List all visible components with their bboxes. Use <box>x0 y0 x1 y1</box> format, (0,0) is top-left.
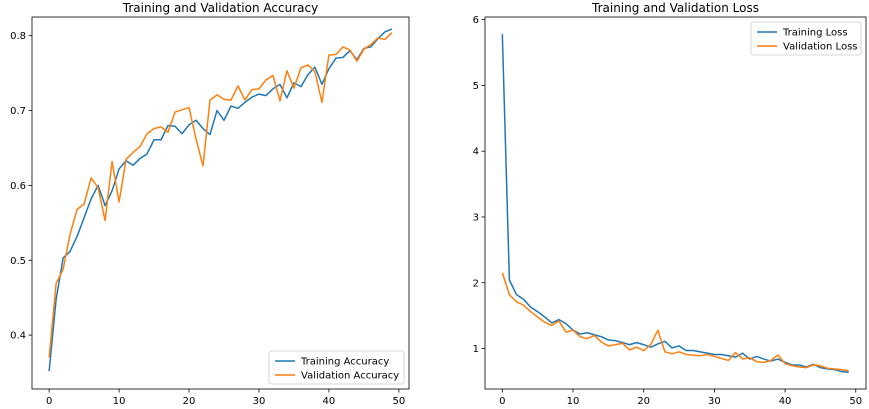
accuracy-y-tick-label: 0.7 <box>10 106 26 117</box>
loss-y-tick-label: 5 <box>473 81 479 92</box>
accuracy-plot-axes: 0 10 20 30 40 50 0.4 0.5 0.6 0.7 0.8 <box>10 16 410 407</box>
loss-y-tick-label: 1 <box>473 344 479 355</box>
loss-plot-marks <box>501 34 849 373</box>
loss-x-tick-label: 0 <box>499 396 505 407</box>
accuracy-x-tick-label: 20 <box>183 396 196 407</box>
accuracy-series-validation-line <box>48 32 393 358</box>
accuracy-y-tick-label: 0.6 <box>10 181 26 192</box>
accuracy-legend-label: Training Accuracy <box>300 357 389 368</box>
loss-legend-box <box>750 21 862 56</box>
loss-plot-title: Training and Validation Loss <box>591 1 759 15</box>
loss-x-tick-label: 10 <box>567 396 580 407</box>
loss-legend-label: Training Loss <box>782 28 848 39</box>
accuracy-plot-title: Training and Validation Accuracy <box>122 1 318 15</box>
loss-legend-label: Validation Loss <box>783 42 858 53</box>
loss-plot: Training and Validation Loss 0 10 20 30 40 50… <box>473 1 867 407</box>
loss-legend: Training Loss Validation Loss <box>750 21 862 56</box>
loss-y-tick-label: 3 <box>473 212 479 223</box>
accuracy-y-tick-label: 0.8 <box>10 31 26 42</box>
loss-plot-axes: 0 10 20 30 40 50 1 2 3 4 5 6 <box>473 15 867 407</box>
accuracy-y-tick-label: 0.4 <box>10 331 26 342</box>
accuracy-legend: Training Accuracy Validation Accuracy <box>268 350 405 385</box>
accuracy-x-tick-label: 0 <box>46 396 52 407</box>
loss-y-tick-label: 4 <box>473 147 479 158</box>
loss-x-tick-label: 20 <box>637 396 650 407</box>
accuracy-series-training-line <box>48 28 393 372</box>
loss-x-tick-label: 30 <box>708 396 721 407</box>
accuracy-legend-label: Validation Accuracy <box>301 371 399 382</box>
accuracy-x-tick-label: 50 <box>392 396 405 407</box>
accuracy-axes-frame <box>31 16 410 390</box>
loss-axes-frame <box>484 16 867 390</box>
accuracy-legend-box <box>268 350 405 385</box>
accuracy-plot-marks <box>48 28 393 372</box>
accuracy-y-tick-label: 0.5 <box>10 256 26 267</box>
loss-y-tick-label: 2 <box>473 278 479 289</box>
loss-series-validation-line <box>501 272 849 372</box>
accuracy-x-tick-label: 10 <box>113 396 126 407</box>
loss-x-tick-label: 50 <box>849 396 862 407</box>
accuracy-x-tick-label: 30 <box>253 396 266 407</box>
accuracy-plot: Training and Validation Accuracy 0 10 20 30… <box>10 1 410 407</box>
loss-x-tick-label: 40 <box>779 396 792 407</box>
accuracy-x-tick-label: 40 <box>323 396 336 407</box>
loss-y-tick-label: 6 <box>473 15 479 26</box>
